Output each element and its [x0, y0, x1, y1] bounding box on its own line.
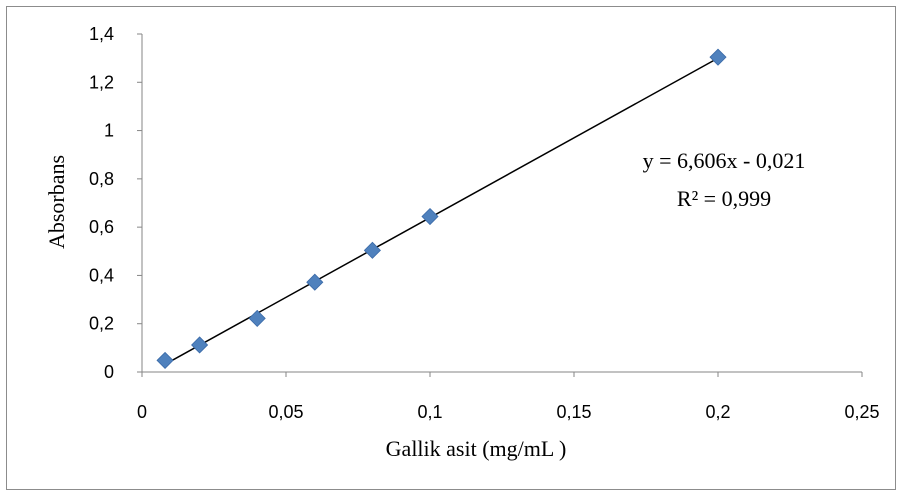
data-point	[421, 207, 439, 226]
data-point	[248, 309, 266, 327]
data-point	[709, 48, 727, 66]
axes	[141, 34, 862, 373]
y-tick-label: 0	[104, 362, 114, 382]
x-tick-label: 0,05	[268, 402, 303, 422]
x-tick-label: 0	[137, 402, 147, 422]
x-axis-title: Gallik asit (mg/mL )	[386, 436, 567, 461]
y-tick-label: 1,4	[89, 24, 114, 44]
data-point	[191, 336, 209, 354]
chart-frame	[6, 6, 896, 490]
data-point	[306, 273, 324, 291]
data-point	[156, 351, 174, 369]
y-tick-label: 0,8	[89, 169, 114, 189]
y-axis-title: Absorbans	[44, 155, 69, 249]
trendline	[164, 57, 719, 365]
y-tick-label: 0,6	[89, 217, 114, 237]
x-tick-label: 0,25	[844, 402, 879, 422]
data-point	[363, 241, 381, 259]
x-tick-label: 0,2	[705, 402, 730, 422]
data-points	[156, 48, 727, 369]
y-tick-label: 1,2	[89, 72, 114, 92]
x-ticks: 0 0,05 0,1 0,15 0,2 0,25	[137, 372, 880, 422]
y-tick-label: 0,2	[89, 314, 114, 334]
y-tick-label: 1	[104, 121, 114, 141]
y-ticks: 0 0,2 0,4 0,6 0,8 1 1,2 1,4	[89, 24, 142, 382]
trendline-equation: y = 6,606x - 0,021	[643, 148, 806, 173]
y-tick-label: 0,4	[89, 265, 114, 285]
x-tick-label: 0,1	[417, 402, 442, 422]
x-tick-label: 0,15	[556, 402, 591, 422]
r-squared-label: R² = 0,999	[677, 186, 771, 211]
